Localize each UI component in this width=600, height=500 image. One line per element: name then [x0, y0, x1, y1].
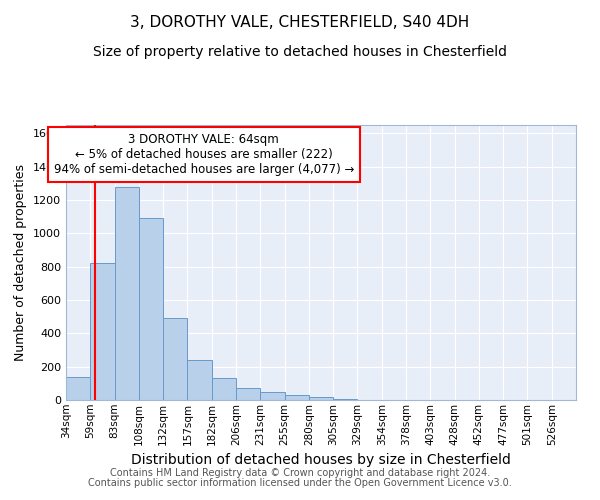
- X-axis label: Distribution of detached houses by size in Chesterfield: Distribution of detached houses by size …: [131, 453, 511, 467]
- Bar: [284, 396, 309, 400]
- Bar: [115, 186, 139, 400]
- Bar: [236, 388, 260, 400]
- Text: 3 DOROTHY VALE: 64sqm
← 5% of detached houses are smaller (222)
94% of semi-deta: 3 DOROTHY VALE: 64sqm ← 5% of detached h…: [53, 133, 354, 176]
- Text: 3, DOROTHY VALE, CHESTERFIELD, S40 4DH: 3, DOROTHY VALE, CHESTERFIELD, S40 4DH: [130, 15, 470, 30]
- Bar: [260, 392, 284, 400]
- Bar: [163, 318, 187, 400]
- Bar: [333, 399, 358, 400]
- Bar: [66, 376, 90, 400]
- Bar: [139, 218, 163, 400]
- Text: Size of property relative to detached houses in Chesterfield: Size of property relative to detached ho…: [93, 45, 507, 59]
- Bar: [187, 360, 212, 400]
- Y-axis label: Number of detached properties: Number of detached properties: [14, 164, 28, 361]
- Bar: [309, 397, 333, 400]
- Text: Contains HM Land Registry data © Crown copyright and database right 2024.: Contains HM Land Registry data © Crown c…: [110, 468, 490, 477]
- Bar: [212, 378, 236, 400]
- Text: Contains public sector information licensed under the Open Government Licence v3: Contains public sector information licen…: [88, 478, 512, 488]
- Bar: [90, 264, 115, 400]
